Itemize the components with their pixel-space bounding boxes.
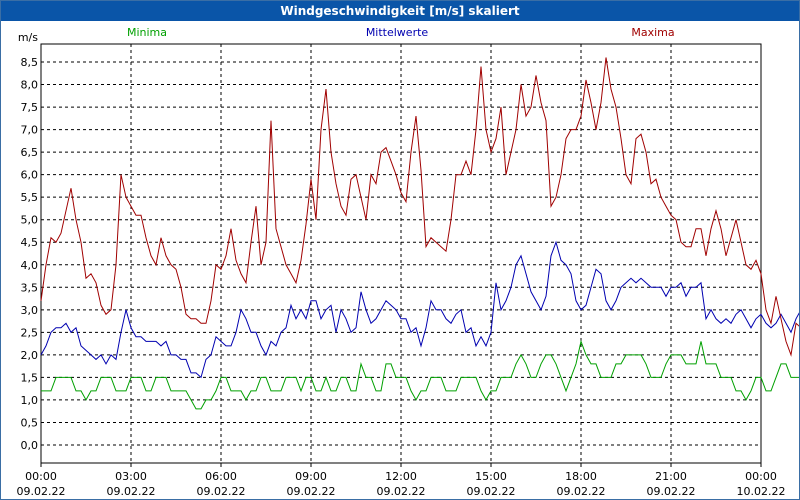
x-tick-date: 09.02.22	[467, 485, 516, 498]
series-line-mean	[40, 240, 799, 379]
y-tick-label: 0,5	[21, 416, 39, 429]
legend-max: Maxima	[631, 26, 674, 39]
y-tick-label: 7,0	[21, 124, 39, 137]
y-tick-label: 5,0	[21, 214, 39, 227]
y-tick-label: 1,0	[21, 394, 39, 407]
x-tick-date: 09.02.22	[647, 485, 696, 498]
x-tick-time: 06:00	[205, 470, 237, 483]
x-tick-time: 21:00	[655, 470, 687, 483]
y-tick-label: 4,5	[21, 236, 39, 249]
series-line-max	[40, 57, 799, 357]
series-line-min	[41, 339, 799, 410]
legend-min: Minima	[127, 26, 167, 39]
y-tick-label: 2,5	[21, 326, 39, 339]
y-tick-label: 6,0	[21, 169, 39, 182]
y-tick-label: 2,0	[21, 349, 39, 362]
x-tick-date: 09.02.22	[17, 485, 66, 498]
grid	[40, 43, 762, 464]
y-tick-label: 8,0	[21, 79, 39, 92]
x-tick-time: 12:00	[385, 470, 417, 483]
x-tick-time: 00:00	[25, 470, 57, 483]
y-axis-label: m/s	[18, 31, 38, 44]
y-tick-label: 0,0	[21, 439, 39, 452]
axes: 0,0 0,5 1,0 1,5 2,0 2,5 3,0 3,5 4,0 4,5 5,0 5,5 6,0 6…	[17, 31, 786, 498]
x-tick-time: 03:00	[115, 470, 147, 483]
y-tick-label: 1,5	[21, 371, 39, 384]
y-tick-label: 7,5	[21, 101, 39, 114]
x-tick-date: 09.02.22	[557, 485, 606, 498]
y-tick-label: 6,5	[21, 146, 39, 159]
y-tick-label: 3,5	[21, 281, 39, 294]
y-tick-label: 8,5	[21, 56, 39, 69]
legend-mean: Mittelwerte	[366, 26, 429, 39]
y-tick-label: 4,0	[21, 259, 39, 272]
x-tick-date: 09.02.22	[107, 485, 156, 498]
y-tick-label: 3,0	[21, 304, 39, 317]
legend: Minima Mittelwerte Maxima	[127, 26, 675, 39]
x-tick-date: 09.02.22	[377, 485, 426, 498]
chart-title: Windgeschwindigkeit [m/s] skaliert	[1, 1, 799, 21]
line-chart: 0,0 0,5 1,0 1,5 2,0 2,5 3,0 3,5 4,0 4,5 5,0 5,5 6,0 6…	[17, 26, 799, 498]
x-tick-time: 00:00	[745, 470, 777, 483]
x-tick-date: 10.02.22	[737, 485, 786, 498]
x-tick-date: 09.02.22	[197, 485, 246, 498]
series-lines	[40, 57, 799, 410]
x-tick-date: 09.02.22	[287, 485, 336, 498]
x-tick-time: 09:00	[295, 470, 327, 483]
y-tick-label: 5,5	[21, 191, 39, 204]
x-tick-time: 18:00	[565, 470, 597, 483]
x-tick-time: 15:00	[475, 470, 507, 483]
